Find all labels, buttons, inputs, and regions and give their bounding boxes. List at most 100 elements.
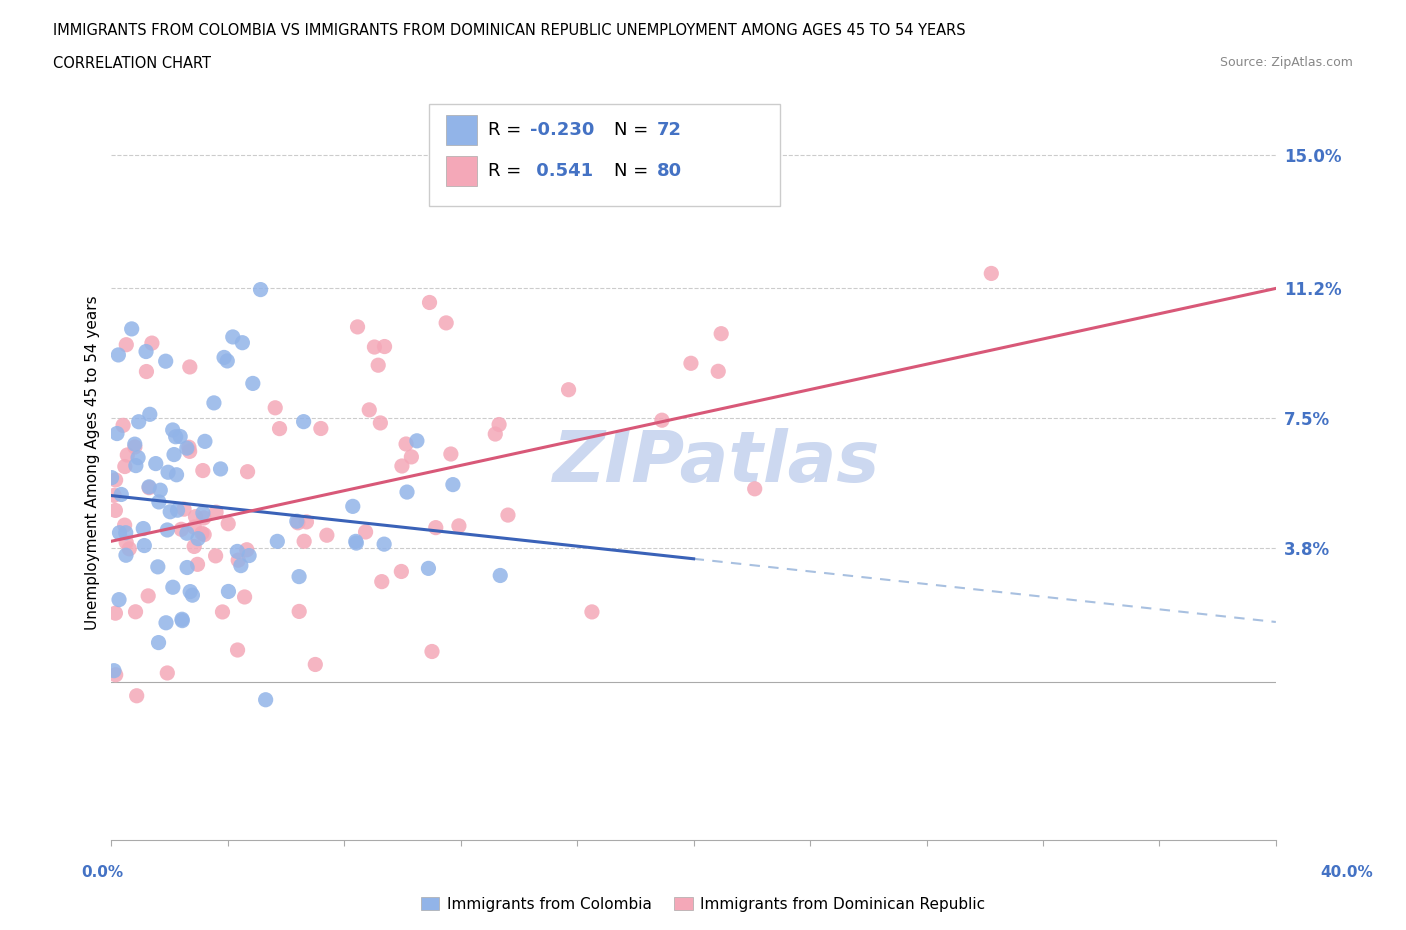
- Point: [145, 456, 167, 471]
- Point: [128, 414, 150, 429]
- Text: 0.541: 0.541: [530, 162, 593, 180]
- Point: [162, 579, 184, 594]
- Point: [288, 604, 311, 618]
- Point: [110, 487, 132, 502]
- Point: [406, 433, 429, 448]
- Point: [211, 604, 233, 619]
- Point: [236, 464, 259, 479]
- Point: [121, 322, 143, 337]
- Point: [292, 534, 315, 549]
- Point: [108, 525, 131, 540]
- Point: [115, 548, 138, 563]
- Point: [141, 336, 163, 351]
- Point: [441, 477, 464, 492]
- Point: [374, 339, 396, 354]
- Point: [124, 604, 146, 619]
- Point: [395, 436, 418, 451]
- Point: [184, 510, 207, 525]
- Point: [172, 613, 194, 628]
- Point: [166, 467, 188, 482]
- Point: [217, 516, 239, 531]
- Point: [135, 365, 157, 379]
- Point: [249, 282, 271, 297]
- Point: [209, 461, 232, 476]
- Point: [187, 531, 209, 546]
- Point: [148, 495, 170, 510]
- Point: [744, 482, 766, 497]
- Point: [179, 360, 201, 375]
- Point: [124, 437, 146, 452]
- Point: [177, 440, 200, 455]
- Point: [269, 421, 291, 436]
- Point: [156, 666, 179, 681]
- Point: [125, 458, 148, 473]
- Point: [363, 339, 385, 354]
- Point: [242, 376, 264, 391]
- Point: [344, 534, 367, 549]
- Point: [104, 472, 127, 487]
- Point: [205, 505, 228, 520]
- Point: [222, 329, 245, 344]
- Point: [104, 668, 127, 683]
- Point: [425, 520, 447, 535]
- Point: [156, 523, 179, 538]
- Point: [136, 589, 159, 604]
- Point: [266, 534, 288, 549]
- Point: [233, 590, 256, 604]
- Point: [149, 483, 172, 498]
- Point: [139, 406, 162, 421]
- Point: [191, 525, 214, 540]
- Point: [179, 584, 201, 599]
- Point: [117, 447, 139, 462]
- Point: [157, 465, 180, 480]
- Point: [359, 403, 381, 418]
- Point: [169, 429, 191, 444]
- Point: [344, 536, 367, 551]
- Point: [420, 644, 443, 659]
- Text: 72: 72: [657, 121, 682, 140]
- Point: [309, 421, 332, 436]
- Point: [264, 400, 287, 415]
- Text: N =: N =: [614, 121, 654, 140]
- Point: [447, 518, 470, 533]
- Text: R =: R =: [488, 162, 527, 180]
- Text: N =: N =: [614, 162, 654, 180]
- Point: [173, 501, 195, 516]
- Point: [114, 459, 136, 474]
- Point: [226, 643, 249, 658]
- Point: [166, 503, 188, 518]
- Point: [315, 528, 337, 543]
- Point: [191, 463, 214, 478]
- Point: [132, 521, 155, 536]
- Point: [288, 569, 311, 584]
- Point: [304, 657, 326, 671]
- Point: [391, 458, 413, 473]
- Point: [104, 503, 127, 518]
- Point: [107, 348, 129, 363]
- Point: [389, 564, 412, 578]
- Point: [165, 430, 187, 445]
- Point: [100, 471, 122, 485]
- Point: [285, 513, 308, 528]
- Point: [370, 416, 392, 431]
- Point: [488, 417, 510, 432]
- Point: [401, 449, 423, 464]
- Point: [163, 447, 186, 462]
- Point: [108, 592, 131, 607]
- Point: [176, 560, 198, 575]
- Text: ZIPatlas: ZIPatlas: [553, 428, 880, 497]
- Point: [238, 548, 260, 563]
- Point: [236, 542, 259, 557]
- Point: [176, 525, 198, 540]
- Point: [162, 422, 184, 437]
- Point: [346, 320, 368, 335]
- Point: [186, 557, 208, 572]
- Point: [418, 295, 440, 310]
- Text: R =: R =: [488, 121, 527, 140]
- Point: [434, 315, 457, 330]
- Point: [496, 508, 519, 523]
- Point: [710, 326, 733, 341]
- Text: IMMIGRANTS FROM COLOMBIA VS IMMIGRANTS FROM DOMINICAN REPUBLIC UNEMPLOYMENT AMON: IMMIGRANTS FROM COLOMBIA VS IMMIGRANTS F…: [53, 23, 966, 38]
- Point: [484, 427, 506, 442]
- Point: [103, 663, 125, 678]
